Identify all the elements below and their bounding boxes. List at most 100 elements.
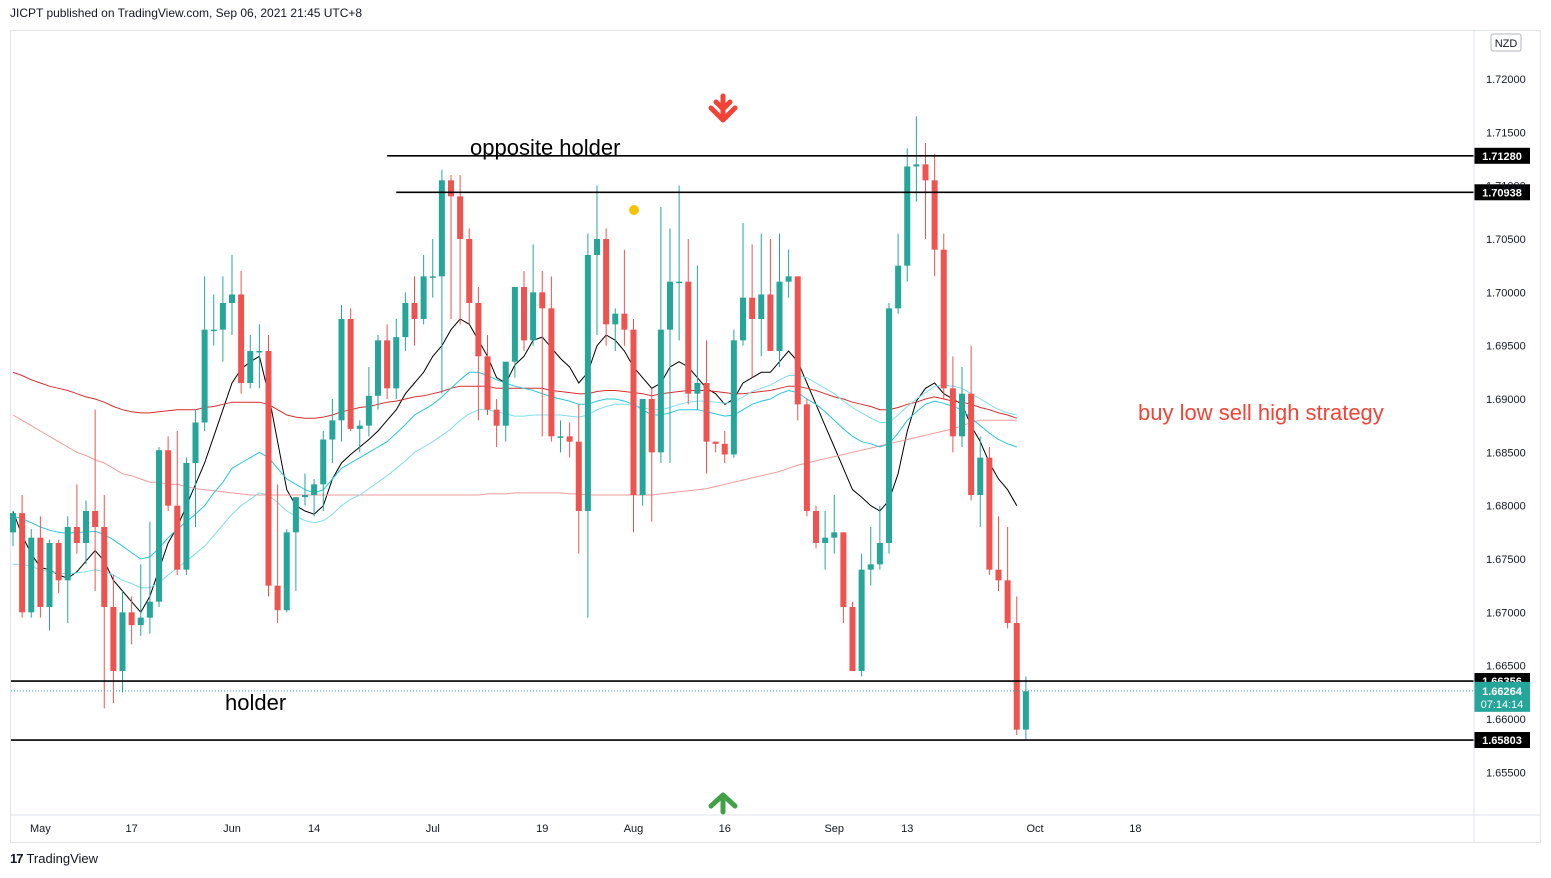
candle[interactable]: [420, 255, 427, 325]
candle[interactable]: [822, 511, 829, 570]
candle[interactable]: [511, 287, 518, 378]
candle[interactable]: [803, 399, 810, 517]
candle[interactable]: [429, 239, 436, 298]
candle[interactable]: [1013, 596, 1020, 735]
candle[interactable]: [256, 324, 263, 389]
candle[interactable]: [977, 436, 984, 527]
candle[interactable]: [183, 457, 190, 575]
candle[interactable]: [794, 276, 801, 421]
candle[interactable]: [548, 276, 555, 442]
candle[interactable]: [110, 575, 117, 703]
candle[interactable]: [201, 276, 208, 431]
candle[interactable]: [466, 228, 473, 325]
candle[interactable]: [438, 169, 445, 394]
candle[interactable]: [10, 511, 16, 547]
candle[interactable]: [219, 276, 226, 362]
candle[interactable]: [247, 335, 254, 389]
candle[interactable]: [621, 249, 628, 346]
candle[interactable]: [402, 292, 409, 351]
candle[interactable]: [657, 207, 664, 463]
candle[interactable]: [1004, 527, 1011, 629]
candle[interactable]: [858, 553, 865, 677]
candle[interactable]: [19, 495, 26, 618]
candle[interactable]: [411, 276, 418, 346]
candle[interactable]: [703, 340, 710, 474]
candle[interactable]: [630, 319, 637, 533]
candle[interactable]: [676, 185, 683, 341]
candle[interactable]: [1022, 676, 1029, 741]
candle[interactable]: [721, 431, 728, 463]
chart-frame[interactable]: [10, 30, 1541, 843]
candle[interactable]: [28, 529, 35, 618]
candle[interactable]: [831, 495, 838, 554]
candle[interactable]: [539, 271, 546, 437]
candle[interactable]: [730, 329, 737, 458]
candle[interactable]: [895, 233, 902, 314]
candle[interactable]: [329, 399, 336, 463]
candle[interactable]: [292, 497, 299, 591]
candle[interactable]: [365, 367, 372, 437]
candle[interactable]: [128, 596, 135, 645]
candle[interactable]: [356, 420, 363, 453]
candle[interactable]: [265, 335, 272, 597]
tradingview-brand[interactable]: 17 TradingView: [10, 851, 98, 866]
candle[interactable]: [904, 148, 911, 282]
candle[interactable]: [840, 532, 847, 623]
candle[interactable]: [320, 431, 327, 511]
candle[interactable]: [767, 239, 774, 351]
candle[interactable]: [740, 223, 746, 346]
candle[interactable]: [393, 319, 400, 399]
candle[interactable]: [758, 233, 765, 357]
candle[interactable]: [457, 175, 464, 325]
candle[interactable]: [949, 356, 956, 453]
candle[interactable]: [986, 447, 993, 575]
candle[interactable]: [886, 303, 892, 554]
candle[interactable]: [530, 244, 537, 346]
candle[interactable]: [913, 116, 920, 202]
candle[interactable]: [694, 265, 701, 410]
candle[interactable]: [283, 529, 290, 613]
candle[interactable]: [229, 255, 235, 335]
candle[interactable]: [612, 308, 619, 351]
currency-badge[interactable]: [1490, 33, 1522, 52]
candle[interactable]: [685, 239, 692, 405]
candle[interactable]: [302, 473, 308, 506]
candle[interactable]: [55, 539, 62, 594]
candle[interactable]: [502, 361, 509, 442]
candle[interactable]: [566, 422, 573, 458]
candle[interactable]: [83, 500, 89, 565]
candle[interactable]: [648, 388, 655, 522]
candle[interactable]: [92, 409, 99, 591]
candle[interactable]: [575, 404, 582, 554]
candle[interactable]: [603, 228, 610, 346]
candle[interactable]: [165, 436, 172, 511]
candle[interactable]: [959, 367, 965, 447]
candle[interactable]: [338, 305, 345, 442]
candle[interactable]: [156, 447, 162, 607]
candle[interactable]: [749, 244, 756, 378]
candle[interactable]: [931, 153, 938, 277]
candle[interactable]: [484, 335, 491, 415]
candle[interactable]: [146, 521, 153, 634]
candle[interactable]: [73, 484, 80, 554]
candle[interactable]: [922, 143, 929, 239]
candle[interactable]: [475, 287, 482, 421]
candle[interactable]: [876, 505, 883, 570]
candle[interactable]: [594, 185, 600, 335]
candle[interactable]: [274, 484, 281, 623]
candle[interactable]: [584, 233, 591, 618]
candle[interactable]: [101, 495, 108, 709]
candle[interactable]: [557, 420, 564, 453]
candle[interactable]: [867, 527, 874, 586]
candle[interactable]: [849, 601, 856, 671]
candle[interactable]: [493, 399, 500, 447]
candle[interactable]: [137, 564, 144, 636]
candle[interactable]: [667, 228, 673, 463]
candle[interactable]: [46, 539, 53, 631]
candle[interactable]: [776, 233, 783, 367]
candle[interactable]: [521, 271, 527, 351]
candle[interactable]: [712, 441, 719, 453]
candle[interactable]: [238, 271, 245, 394]
candle[interactable]: [448, 175, 454, 319]
